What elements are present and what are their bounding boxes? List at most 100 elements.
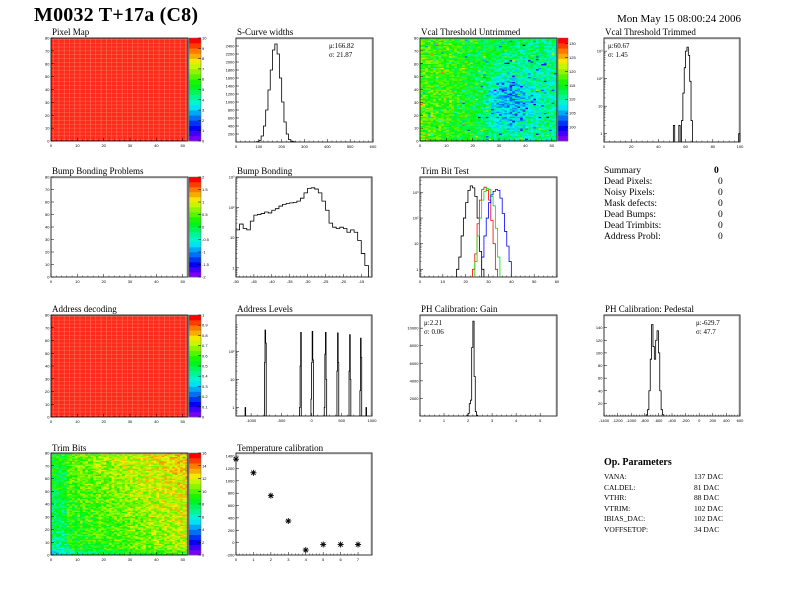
heatmap-cell <box>464 97 468 99</box>
heatmap-cell <box>485 83 489 85</box>
heatmap-cell <box>427 57 431 59</box>
heatmap-cell <box>499 139 502 142</box>
heatmap-cell <box>464 48 468 50</box>
heatmap-cell <box>546 101 550 103</box>
heatmap-cell <box>517 88 521 90</box>
y-tick-label: 0 <box>47 275 50 280</box>
heatmap-cell <box>535 84 539 86</box>
heatmap-cell <box>470 121 473 124</box>
heatmap-cell <box>520 52 524 54</box>
heatmap-cell <box>483 41 487 44</box>
heatmap-cell <box>530 72 534 75</box>
heatmap-cell <box>504 89 508 92</box>
heatmap-cell <box>462 115 466 117</box>
heatmap-cell <box>448 62 452 65</box>
heatmap-cell <box>496 77 500 80</box>
heatmap-cell <box>467 113 471 116</box>
heatmap-cell <box>483 75 487 77</box>
heatmap-cell <box>488 112 492 115</box>
heatmap-cell <box>483 84 487 86</box>
heatmap-cell <box>441 49 445 52</box>
heatmap-cell <box>535 61 539 63</box>
heatmap-cell <box>538 56 542 58</box>
heatmap-cell <box>491 130 495 133</box>
heatmap-cell <box>430 76 434 79</box>
heatmap-cell <box>467 115 471 117</box>
heatmap-cell <box>462 44 466 47</box>
heatmap-cell <box>499 76 502 79</box>
heatmap-cell <box>443 121 447 124</box>
heatmap-cell <box>541 129 545 131</box>
heatmap-cell <box>483 120 487 122</box>
heatmap-cell <box>551 112 555 115</box>
heatmap-cell <box>496 111 500 113</box>
heatmap-cell <box>435 66 439 68</box>
heatmap-cell <box>438 77 442 80</box>
heatmap-cell <box>512 120 516 122</box>
heatmap-cell <box>509 98 513 101</box>
heatmap-cell <box>485 79 489 81</box>
heatmap-cell <box>514 111 518 113</box>
colorbar-band <box>189 202 201 208</box>
heatmap-cell <box>488 81 492 84</box>
heatmap-cell <box>456 80 460 83</box>
heatmap-cell <box>528 83 531 85</box>
heatmap-cell <box>485 71 489 74</box>
heatmap-cell <box>541 120 545 122</box>
heatmap-cell <box>475 135 479 138</box>
heatmap-cell <box>430 124 434 126</box>
heatmap-cell <box>501 120 505 122</box>
heatmap-cell <box>530 45 534 48</box>
heatmap-cell <box>433 103 437 106</box>
heatmap-cell <box>427 119 431 121</box>
heatmap-cell <box>446 137 450 139</box>
heatmap-cell <box>475 61 479 63</box>
heatmap-cell <box>443 95 447 98</box>
heatmap-cell <box>480 83 484 85</box>
heatmap-cell <box>517 137 521 139</box>
heatmap-cell <box>551 129 555 131</box>
heatmap-cell <box>462 83 466 85</box>
heatmap-cell <box>493 74 497 76</box>
heatmap-cell <box>517 94 521 97</box>
colorbar-band <box>189 68 201 75</box>
heatmap-cell <box>541 90 545 93</box>
heatmap-cell <box>530 88 534 90</box>
heatmap-cell <box>438 90 442 93</box>
heatmap-cell <box>520 83 524 85</box>
heatmap-cell <box>528 81 531 84</box>
heatmap-cell <box>480 135 484 138</box>
heatmap-cell <box>470 101 473 103</box>
heatmap-cell <box>509 70 513 72</box>
heatmap-cell <box>485 122 489 125</box>
heatmap-cell <box>433 94 437 97</box>
heatmap-cell <box>422 125 426 128</box>
heatmap-cell <box>493 65 497 67</box>
heatmap-cell <box>499 70 502 72</box>
heatmap-cell <box>530 124 534 126</box>
heatmap-cell <box>483 113 487 116</box>
heatmap-cell <box>443 66 447 68</box>
heatmap-cell <box>435 111 439 113</box>
heatmap-cell <box>448 66 452 68</box>
heatmap-cell <box>485 117 489 120</box>
heatmap-cell <box>422 115 426 117</box>
heatmap-cell <box>496 128 500 130</box>
y-tick-label: 400 <box>228 124 235 129</box>
heatmap-cell <box>506 76 510 79</box>
heatmap-cell <box>446 72 450 75</box>
heatmap-cell <box>496 57 500 59</box>
heatmap-cell <box>538 49 542 52</box>
heatmap-cell <box>501 137 505 139</box>
heatmap-cell <box>535 97 539 99</box>
heatmap-cell <box>422 77 426 80</box>
heatmap-cell <box>533 40 537 43</box>
heatmap-cell <box>454 67 458 70</box>
heatmap-cell <box>499 89 502 92</box>
heatmap-cell <box>514 75 518 77</box>
heatmap-cell <box>522 129 526 131</box>
heatmap-cell <box>522 121 526 124</box>
heatmap-cell <box>420 76 423 79</box>
heatmap-cell <box>420 71 423 74</box>
heatmap-cell <box>525 90 529 93</box>
